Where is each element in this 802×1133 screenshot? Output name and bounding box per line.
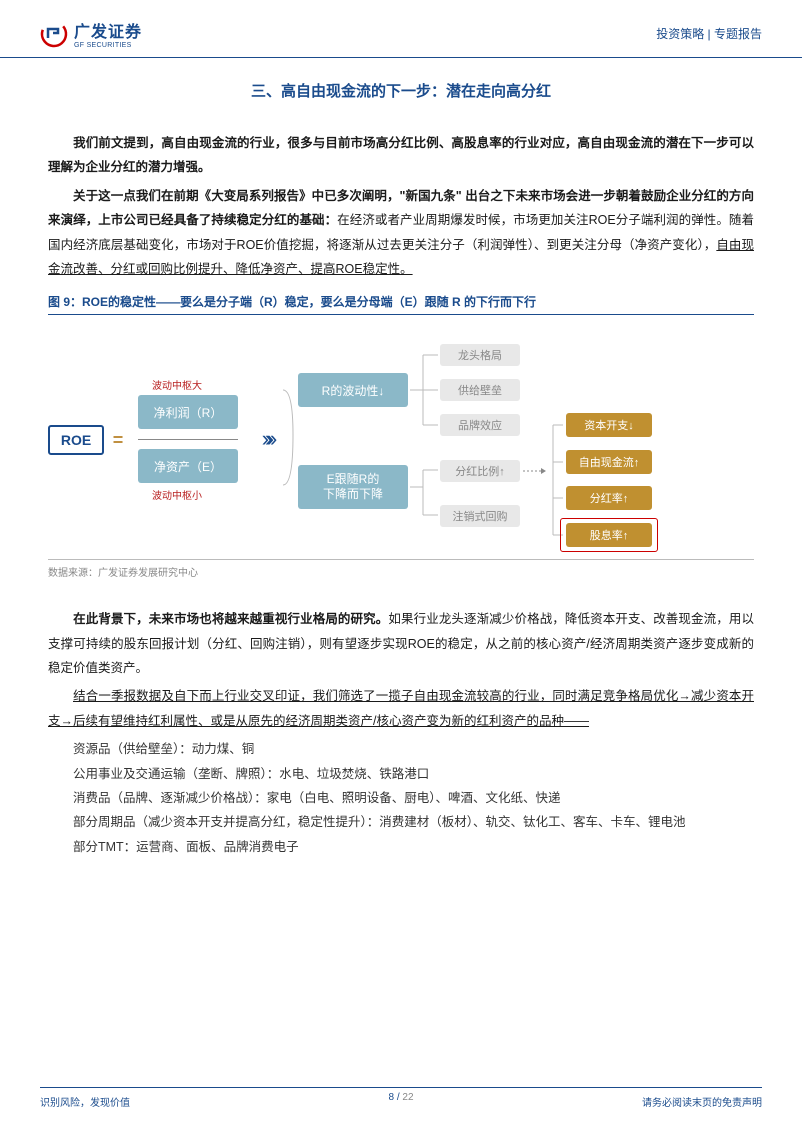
page-number: 8 / 22 xyxy=(40,1092,762,1103)
r-volatility-box: R的波动性↓ xyxy=(298,373,408,407)
list-item-4: 部分周期品（减少资本开支并提高分红，稳定性提升）：消费建材（板材）、轨交、钛化工… xyxy=(48,810,754,834)
e-follow-box: E跟随R的 下降而下降 xyxy=(298,465,408,509)
page-total: 22 xyxy=(402,1092,413,1103)
logo-icon xyxy=(40,20,68,48)
paragraph-1: 我们前文提到，高自由现金流的行业，很多与目前市场高分红比例、高股息率的行业对应，… xyxy=(48,131,754,180)
header-category: 投资策略 | 专题报告 xyxy=(656,25,762,42)
gold-box-1: 自由现金流↑ xyxy=(566,450,652,474)
logo-text-en: GF SECURITIES xyxy=(74,42,142,49)
figure-title: 图 9：ROE的稳定性——要么是分子端（R）稳定，要么是分母端（E）跟随 R 的… xyxy=(48,293,754,315)
gray-box-1: 供给壁垒 xyxy=(440,379,520,401)
p4: 结合一季报数据及自下而上行业交叉印证，我们筛选了一揽子自由现金流较高的行业，同时… xyxy=(48,689,754,727)
gold-box-0: 资本开支↓ xyxy=(566,413,652,437)
p3a: 在此背景下，未来市场也将越来越重视行业格局的研究。 xyxy=(73,612,388,626)
anno-top: 波动中枢大 xyxy=(152,377,202,392)
anno-bottom: 波动中枢小 xyxy=(152,487,202,502)
highlight-outline xyxy=(560,518,658,552)
section-title: 三、高自由现金流的下一步：潜在走向高分红 xyxy=(48,80,754,101)
logo: 广发证券 GF SECURITIES xyxy=(40,18,142,49)
page-current: 8 xyxy=(388,1092,394,1103)
figure-source: 数据来源：广发证券发展研究中心 xyxy=(48,559,754,579)
gray-box-3: 分红比例↑ xyxy=(440,460,520,482)
gold-box-2: 分红率↑ xyxy=(566,486,652,510)
paragraph-4: 结合一季报数据及自下而上行业交叉印证，我们筛选了一揽子自由现金流较高的行业，同时… xyxy=(48,684,754,733)
content-area: 三、高自由现金流的下一步：潜在走向高分红 我们前文提到，高自由现金流的行业，很多… xyxy=(0,58,802,859)
paragraph-2: 关于这一点我们在前期《大变局系列报告》中已多次阐明，"新国九条" 出台之下未来市… xyxy=(48,184,754,282)
list-item-2: 公用事业及交通运输（垄断、牌照）：水电、垃圾焚烧、铁路港口 xyxy=(48,762,754,786)
gray-box-2: 品牌效应 xyxy=(440,414,520,436)
e-follow-text: E跟随R的 下降而下降 xyxy=(323,472,383,503)
fraction-line xyxy=(138,439,238,440)
logo-text-cn: 广发证券 xyxy=(74,18,142,42)
list-item-5: 部分TMT：运营商、面板、品牌消费电子 xyxy=(48,835,754,859)
roe-box: ROE xyxy=(48,425,104,455)
paragraph-3: 在此背景下，未来市场也将越来越重视行业格局的研究。如果行业龙头逐渐减少价格战，降… xyxy=(48,607,754,680)
net-asset-box: 净资产（E） xyxy=(138,449,238,483)
gray-box-4: 注销式回购 xyxy=(440,505,520,527)
net-profit-box: 净利润（R） xyxy=(138,395,238,429)
p1-text: 我们前文提到，高自由现金流的行业，很多与目前市场高分红比例、高股息率的行业对应，… xyxy=(48,136,754,174)
page-footer: 识别风险，发现价值 请务必阅读末页的免责声明 8 / 22 xyxy=(40,1087,762,1109)
equals-sign: = xyxy=(110,425,126,455)
roe-diagram: ROE = 波动中枢大 净利润（R） 净资产（E） 波动中枢小 »» R的波动性… xyxy=(48,325,754,555)
gray-box-0: 龙头格局 xyxy=(440,344,520,366)
list-item-1: 资源品（供给壁垒）：动力煤、铜 xyxy=(48,737,754,761)
page-header: 广发证券 GF SECURITIES 投资策略 | 专题报告 xyxy=(0,0,802,58)
list-item-3: 消费品（品牌、逐渐减少价格战）：家电（白电、照明设备、厨电）、啤酒、文化纸、快递 xyxy=(48,786,754,810)
chevron-icon: »» xyxy=(250,425,280,453)
